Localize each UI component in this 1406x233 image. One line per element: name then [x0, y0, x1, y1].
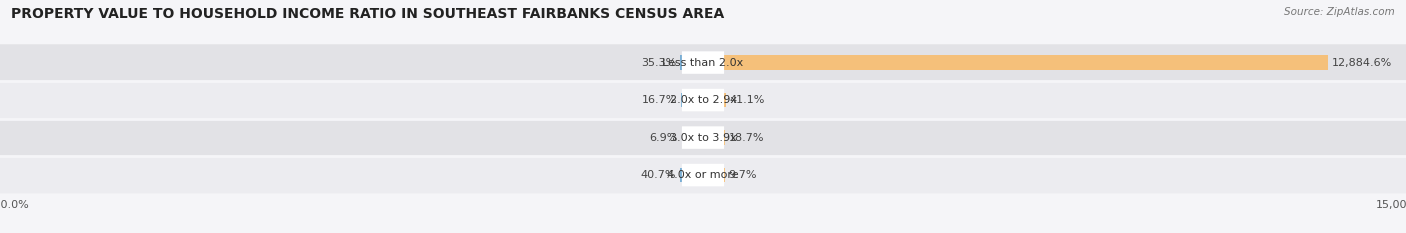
Text: 2.0x to 2.9x: 2.0x to 2.9x: [669, 95, 737, 105]
FancyBboxPatch shape: [682, 126, 724, 149]
Text: 41.1%: 41.1%: [730, 95, 765, 105]
Text: PROPERTY VALUE TO HOUSEHOLD INCOME RATIO IN SOUTHEAST FAIRBANKS CENSUS AREA: PROPERTY VALUE TO HOUSEHOLD INCOME RATIO…: [11, 7, 724, 21]
Text: 35.3%: 35.3%: [641, 58, 676, 68]
Text: 9.7%: 9.7%: [728, 170, 756, 180]
Text: 6.9%: 6.9%: [650, 133, 678, 143]
Text: Source: ZipAtlas.com: Source: ZipAtlas.com: [1284, 7, 1395, 17]
FancyBboxPatch shape: [682, 89, 724, 111]
FancyBboxPatch shape: [682, 164, 724, 186]
Bar: [724, 93, 725, 107]
Legend: Without Mortgage, With Mortgage: Without Mortgage, With Mortgage: [582, 230, 824, 233]
Text: 3.0x to 3.9x: 3.0x to 3.9x: [669, 133, 737, 143]
Bar: [681, 55, 682, 70]
Text: 4.0x or more: 4.0x or more: [668, 170, 738, 180]
Bar: [724, 55, 1327, 70]
Bar: [681, 168, 682, 182]
Text: 18.7%: 18.7%: [728, 133, 765, 143]
Text: 16.7%: 16.7%: [643, 95, 678, 105]
FancyBboxPatch shape: [682, 51, 724, 74]
Text: Less than 2.0x: Less than 2.0x: [662, 58, 744, 68]
FancyBboxPatch shape: [0, 82, 1406, 118]
Text: 12,884.6%: 12,884.6%: [1331, 58, 1392, 68]
FancyBboxPatch shape: [0, 44, 1406, 81]
FancyBboxPatch shape: [0, 157, 1406, 193]
FancyBboxPatch shape: [0, 119, 1406, 156]
Text: 40.7%: 40.7%: [641, 170, 676, 180]
